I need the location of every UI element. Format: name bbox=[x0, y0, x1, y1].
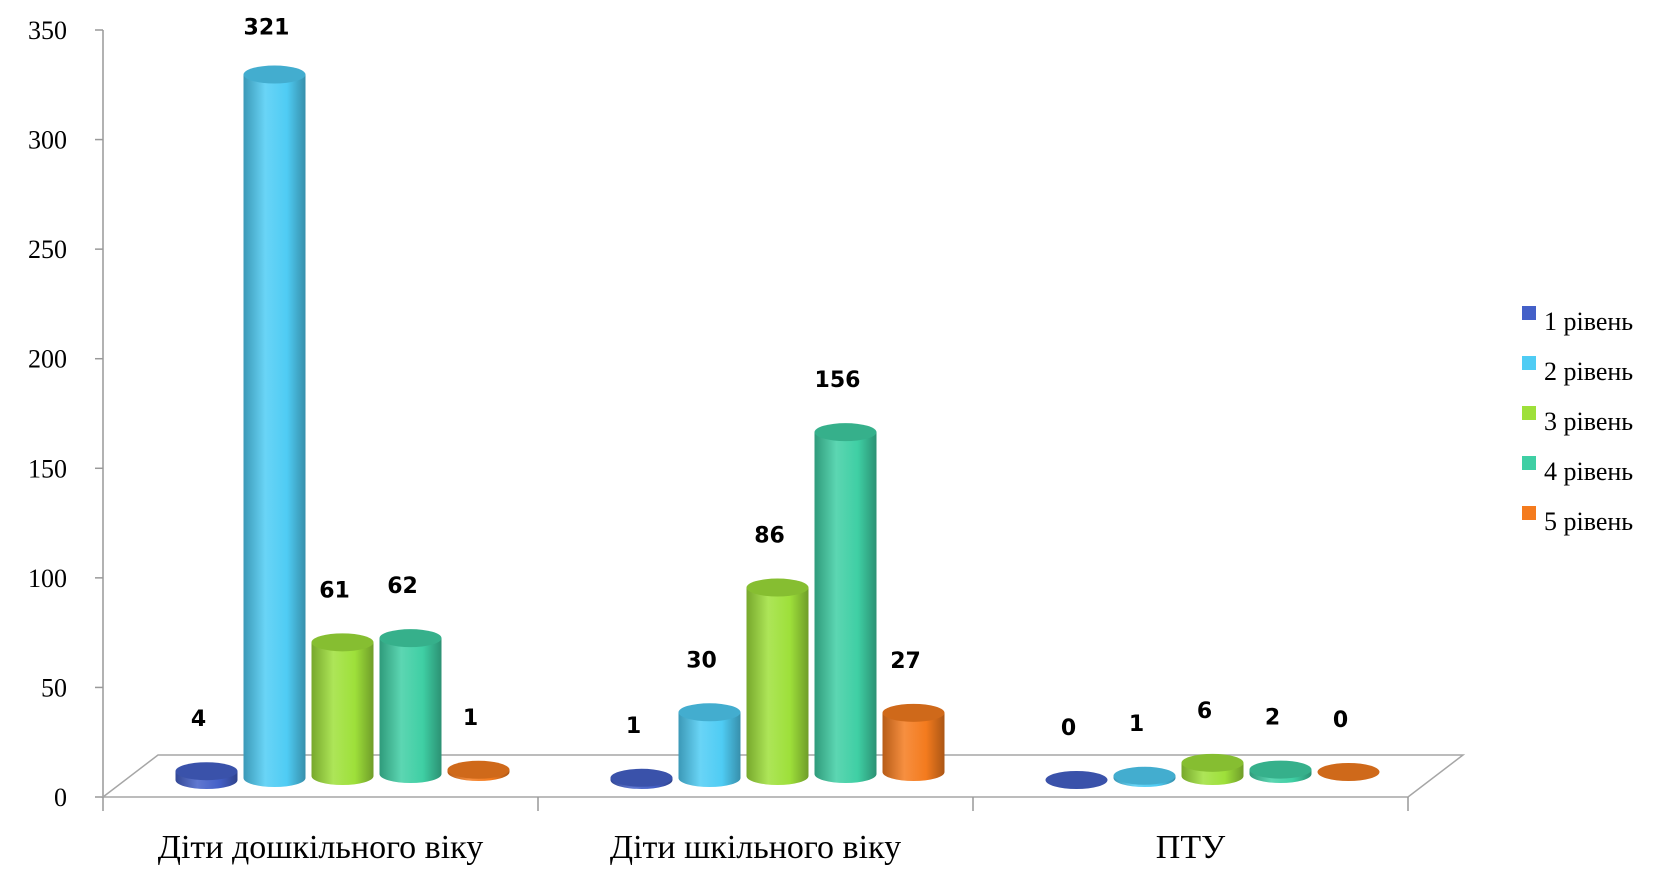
bar-top bbox=[1249, 760, 1312, 779]
bar bbox=[311, 633, 374, 785]
bar-top bbox=[243, 65, 306, 84]
bar-top bbox=[814, 423, 877, 442]
data-label: 1 bbox=[463, 706, 478, 731]
data-label: 0 bbox=[1061, 716, 1076, 741]
legend-item: 3 рівень bbox=[1522, 406, 1633, 436]
data-label: 6 bbox=[1197, 699, 1212, 724]
bar-top bbox=[1113, 766, 1176, 785]
bars-layer bbox=[175, 65, 1380, 789]
data-label: 4 bbox=[191, 707, 206, 732]
legend-label: 4 рівень bbox=[1544, 457, 1633, 486]
legend-item: 2 рівень bbox=[1522, 356, 1633, 386]
data-label: 1 bbox=[626, 714, 641, 739]
legend-label: 2 рівень bbox=[1544, 357, 1633, 386]
legend: 1 рівень 2 рівень 3 рівень 4 рівень 5 рівень bbox=[1522, 306, 1633, 536]
legend-label: 1 рівень bbox=[1544, 307, 1633, 336]
bar-top bbox=[610, 768, 673, 787]
bar-top bbox=[678, 703, 741, 722]
bar bbox=[1181, 753, 1244, 785]
legend-label: 5 рівень bbox=[1544, 507, 1633, 536]
bar bbox=[379, 629, 442, 783]
data-label: 27 bbox=[890, 649, 921, 674]
legend-swatch bbox=[1522, 456, 1536, 470]
bar bbox=[814, 423, 877, 783]
legend-label: 3 рівень bbox=[1544, 407, 1633, 436]
y-tick-label: 150 bbox=[28, 454, 67, 483]
legend-swatch bbox=[1522, 306, 1536, 320]
data-label: 321 bbox=[244, 16, 290, 41]
data-label: 62 bbox=[387, 574, 418, 599]
y-tick-label: 250 bbox=[28, 235, 67, 264]
bar-body bbox=[678, 712, 741, 787]
bar-top bbox=[746, 578, 809, 597]
data-label: 86 bbox=[754, 524, 785, 549]
bar-body bbox=[243, 74, 306, 787]
category-label: Діти шкільного віку bbox=[610, 829, 901, 866]
bar-top bbox=[1045, 771, 1108, 789]
bar-top bbox=[447, 760, 510, 779]
bar-body bbox=[814, 432, 877, 783]
bar-top bbox=[1181, 753, 1244, 772]
bar-top bbox=[311, 633, 374, 652]
bar-body bbox=[379, 638, 442, 783]
bar bbox=[447, 760, 510, 781]
category-label: Діти дошкільного віку bbox=[158, 829, 483, 866]
y-tick-label: 350 bbox=[28, 16, 67, 45]
bar-body bbox=[882, 712, 945, 781]
data-label: 0 bbox=[1333, 708, 1348, 733]
bar bbox=[243, 65, 306, 787]
data-label: 156 bbox=[815, 368, 861, 393]
bar-top bbox=[882, 703, 945, 722]
y-tick-label: 0 bbox=[54, 783, 67, 812]
y-tick-label: 300 bbox=[28, 126, 67, 155]
data-label: 61 bbox=[319, 578, 350, 603]
bar-top bbox=[175, 762, 238, 781]
bar bbox=[746, 578, 809, 785]
bar bbox=[610, 768, 673, 789]
data-label: 2 bbox=[1265, 706, 1280, 731]
legend-item: 4 рівень bbox=[1522, 456, 1633, 486]
legend-item: 5 рівень bbox=[1522, 506, 1633, 536]
y-tick-label: 50 bbox=[41, 673, 67, 702]
bar bbox=[882, 703, 945, 781]
y-tick-label: 100 bbox=[28, 564, 67, 593]
legend-item: 1 рівень bbox=[1522, 306, 1633, 336]
bar bbox=[1045, 771, 1108, 789]
y-tick-label: 200 bbox=[28, 345, 67, 374]
legend-swatch bbox=[1522, 406, 1536, 420]
bar bbox=[1249, 760, 1312, 783]
legend-swatch bbox=[1522, 356, 1536, 370]
category-label: ПТУ bbox=[1156, 829, 1226, 866]
bar bbox=[1317, 763, 1380, 781]
bar-top bbox=[379, 629, 442, 648]
bar-body bbox=[746, 587, 809, 785]
bar bbox=[175, 762, 238, 789]
data-label: 1 bbox=[1129, 712, 1144, 737]
legend-swatch bbox=[1522, 506, 1536, 520]
bar bbox=[1113, 766, 1176, 787]
data-label: 30 bbox=[686, 648, 717, 673]
bar-top bbox=[1317, 763, 1380, 781]
bar-body bbox=[311, 642, 374, 785]
bar bbox=[678, 703, 741, 787]
